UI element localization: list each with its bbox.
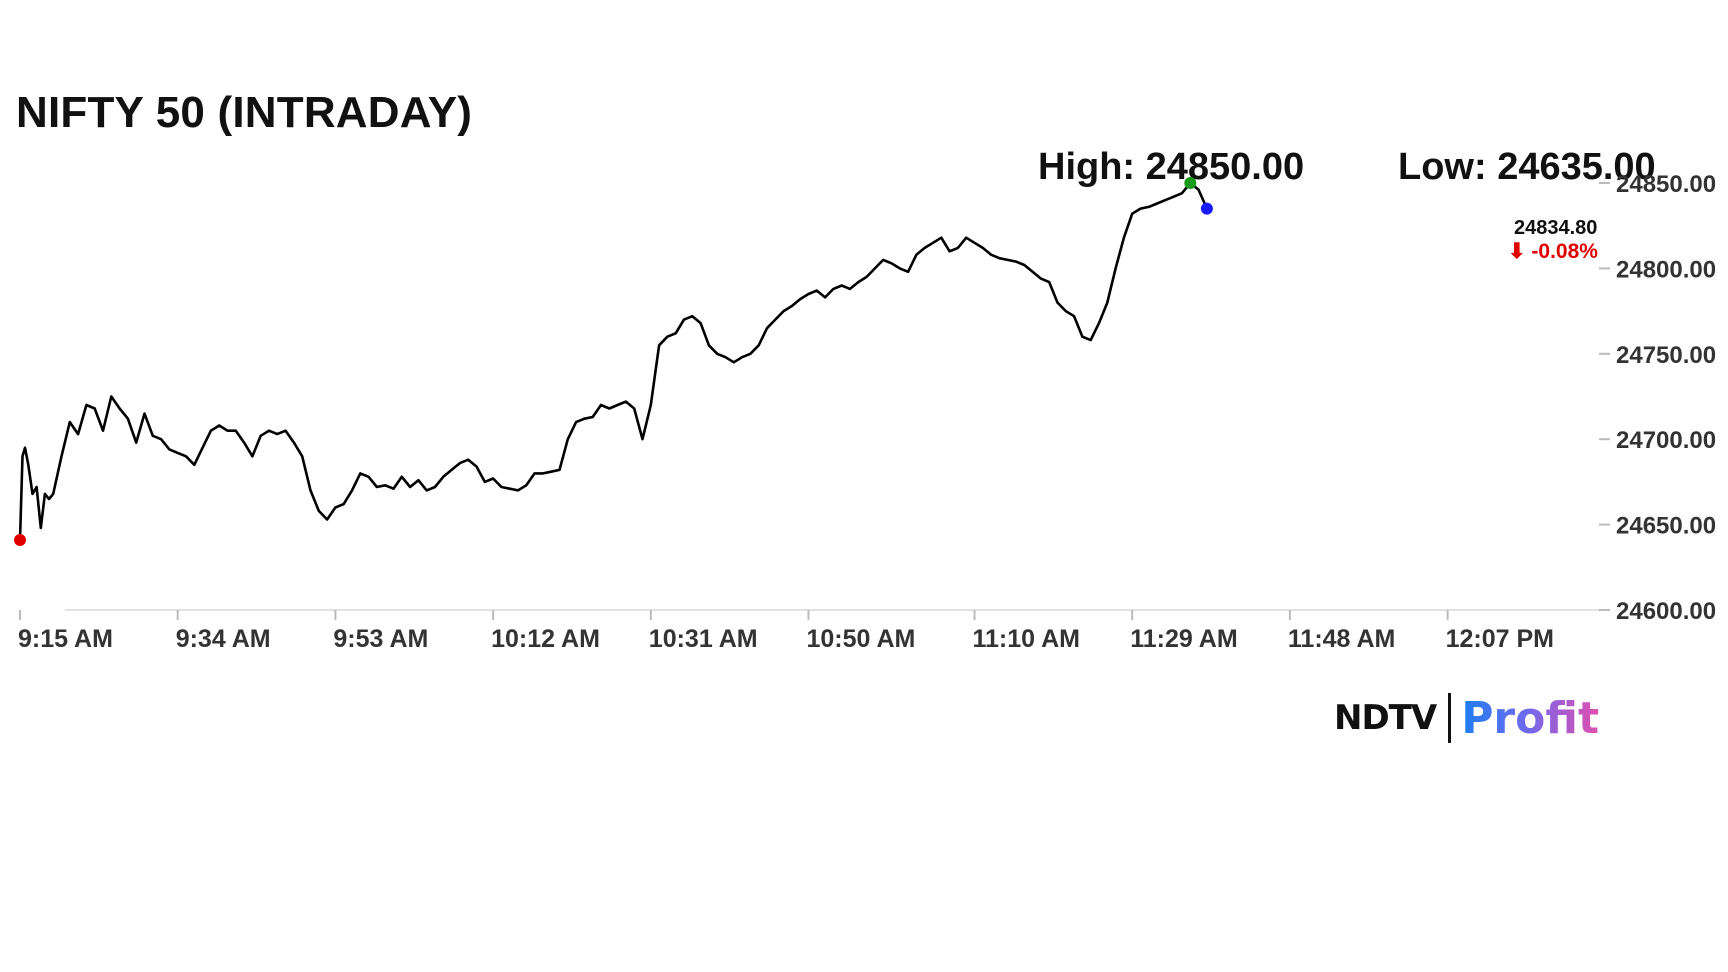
high-value: High: 24850.00 xyxy=(1038,146,1305,188)
logo-profit-text: Profit xyxy=(1461,692,1600,744)
x-tick-label: 9:34 AM xyxy=(176,625,271,653)
x-tick-label: 9:53 AM xyxy=(333,625,428,653)
x-axis: 9:15 AM 9:34 AM 9:53 AM 10:12 AM 10:31 AM 10:… xyxy=(18,610,1554,653)
logo-ndtv-text: NDTV xyxy=(1334,698,1437,738)
x-tick-label: 11:10 AM xyxy=(973,625,1080,653)
x-tick-label: 10:50 AM xyxy=(807,625,916,653)
y-tick-label: 24850.00 xyxy=(1616,171,1716,198)
low-value: Low: 24635.00 xyxy=(1398,146,1656,188)
x-tick-label: 11:29 AM xyxy=(1130,625,1237,653)
high-marker xyxy=(1184,177,1197,189)
last-value-label: 24834.80 xyxy=(1514,217,1597,239)
y-tick-label: 24800.00 xyxy=(1616,256,1716,283)
logo-separator xyxy=(1448,693,1452,743)
y-axis: 24600.00 24650.00 24700.00 24750.00 24800.00… xyxy=(1599,171,1716,625)
y-tick-label: 24650.00 xyxy=(1616,513,1716,540)
x-tick-label: 9:15 AM xyxy=(18,625,113,653)
y-tick-label: 24700.00 xyxy=(1616,427,1716,454)
price-line xyxy=(18,181,1209,541)
x-tick-label: 12:07 PM xyxy=(1446,625,1554,653)
change-percent-label: ⬇ -0.08% xyxy=(1508,240,1598,263)
x-tick-label: 10:12 AM xyxy=(491,625,600,653)
x-tick-label: 11:48 AM xyxy=(1288,625,1395,653)
y-tick-label: 24600.00 xyxy=(1616,598,1716,625)
x-tick-label: 10:31 AM xyxy=(649,625,758,653)
chart-title: NIFTY 50 (INTRADAY) xyxy=(16,88,473,137)
open-marker xyxy=(14,533,26,546)
last-marker xyxy=(1200,202,1213,215)
y-tick-label: 24750.00 xyxy=(1616,342,1716,369)
ndtv-profit-logo: NDTV Profit xyxy=(1334,692,1599,744)
